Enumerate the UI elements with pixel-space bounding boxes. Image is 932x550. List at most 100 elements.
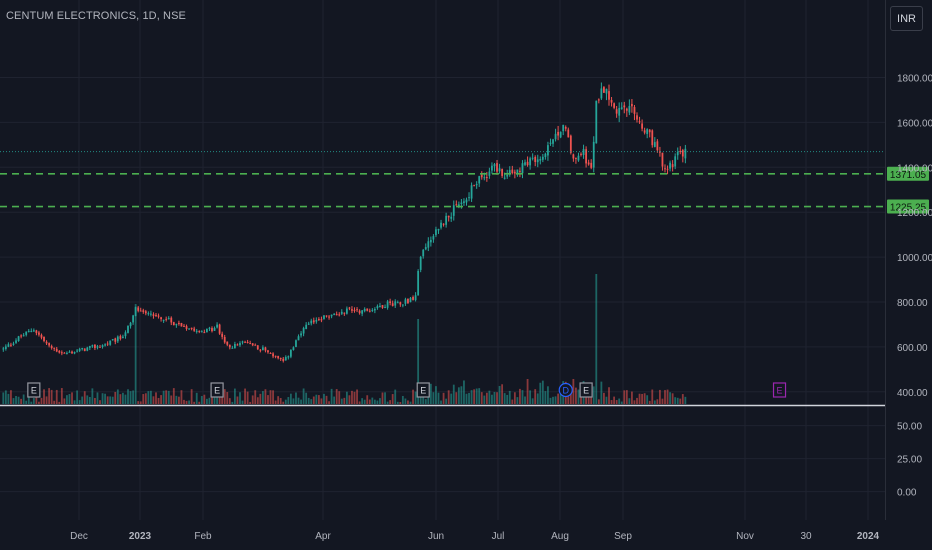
candle-body: [366, 308, 369, 311]
volume-bar: [541, 380, 544, 404]
volume-bar: [152, 396, 155, 404]
volume-bar: [373, 399, 376, 404]
volume-bar: [366, 395, 369, 404]
volume-bar: [424, 399, 427, 404]
candle-body: [60, 352, 63, 354]
volume-bar: [435, 386, 437, 404]
volume-bar: [544, 391, 547, 404]
volume-bar: [261, 391, 264, 404]
indicator-axis: 50.00 25.00 0.00: [897, 422, 922, 499]
volume-bar: [450, 393, 453, 404]
volume-bar: [88, 397, 91, 404]
candle-body: [498, 168, 501, 172]
volume-bar: [132, 390, 134, 404]
currency-button[interactable]: INR: [890, 6, 923, 31]
candle-body: [302, 328, 305, 334]
volume-bar: [162, 390, 165, 404]
candle-body: [521, 163, 524, 174]
candle-body: [27, 330, 30, 332]
volume-bar: [470, 390, 473, 404]
candle-body: [488, 171, 491, 176]
dividend-icon-label: D: [562, 386, 569, 396]
price-tick-label: 400.00: [897, 388, 928, 399]
volume-bar: [190, 389, 193, 404]
candle-body: [200, 331, 203, 333]
volume-bar: [455, 392, 458, 404]
volume-bar: [671, 393, 674, 404]
volume-bar: [442, 392, 445, 404]
price-tick-label: 1400.00: [897, 163, 932, 174]
candle-body: [241, 341, 244, 343]
volume-bar: [22, 394, 25, 404]
volume-bar: [646, 395, 649, 404]
candle-body: [343, 312, 346, 314]
volume-bar: [356, 389, 358, 404]
volume-bar: [226, 392, 229, 404]
candle-body: [198, 330, 201, 332]
volume-bar: [603, 392, 605, 404]
candle-body: [623, 105, 626, 108]
time-tick-label: Nov: [736, 531, 754, 542]
volume-bar: [4, 390, 7, 404]
volume-bar: [506, 394, 509, 404]
candle-body: [239, 343, 241, 346]
volume-bar: [144, 393, 147, 404]
candle-body: [384, 306, 386, 308]
candle-body: [325, 315, 328, 317]
volume-bar: [246, 391, 249, 404]
candle-body: [48, 343, 51, 346]
volume-bar: [40, 397, 43, 404]
volume-bar: [2, 392, 5, 404]
candle-body: [244, 341, 246, 343]
volume-bar: [188, 400, 190, 404]
candle-body: [25, 331, 28, 335]
volume-bar: [508, 390, 511, 404]
candle-body: [295, 340, 297, 347]
volume-bar: [124, 394, 127, 404]
candle-body: [547, 145, 549, 156]
candle-body: [287, 356, 290, 358]
price-tick-label: 1800.00: [897, 74, 932, 85]
volume-bar: [221, 395, 224, 404]
volume-bar: [636, 397, 638, 404]
candle-body: [613, 103, 615, 108]
candle-body: [315, 319, 318, 322]
candle-body: [618, 108, 621, 116]
candle-body: [394, 301, 397, 306]
volume-bar: [600, 381, 603, 404]
candle-body: [391, 303, 394, 306]
candle-body: [671, 164, 674, 168]
volume-bar: [371, 397, 374, 404]
candle-body: [582, 148, 585, 156]
candle-body: [20, 335, 23, 337]
candle-body: [389, 301, 392, 303]
candle-body: [674, 156, 677, 167]
candle-body: [620, 107, 623, 109]
volume-bar: [394, 389, 397, 404]
volume-bar: [289, 393, 292, 404]
candle-body: [452, 205, 455, 216]
earnings-icon-label: E: [214, 386, 220, 396]
volume-bar: [122, 392, 124, 404]
candle-body: [496, 163, 498, 172]
future-earnings-icon: [772, 382, 787, 398]
volume-bar: [676, 397, 679, 404]
volume-bar: [656, 399, 659, 404]
volume-bar: [681, 394, 684, 404]
candle-body: [81, 347, 84, 350]
time-tick-label: Feb: [194, 531, 212, 542]
volume-bar: [203, 394, 206, 404]
horizontal-levels: 1371.05 1225.25: [0, 151, 929, 214]
candle-body: [203, 332, 206, 334]
candle-body: [157, 315, 160, 317]
volume-bar: [228, 398, 231, 404]
candle-body: [330, 314, 333, 317]
volume-bar: [659, 389, 661, 404]
earnings-icon: [416, 382, 430, 398]
candle-body: [4, 346, 7, 349]
volume-bar: [287, 397, 290, 404]
volume-bar: [172, 388, 175, 404]
candle-body: [562, 124, 565, 132]
candle-body: [180, 323, 183, 327]
